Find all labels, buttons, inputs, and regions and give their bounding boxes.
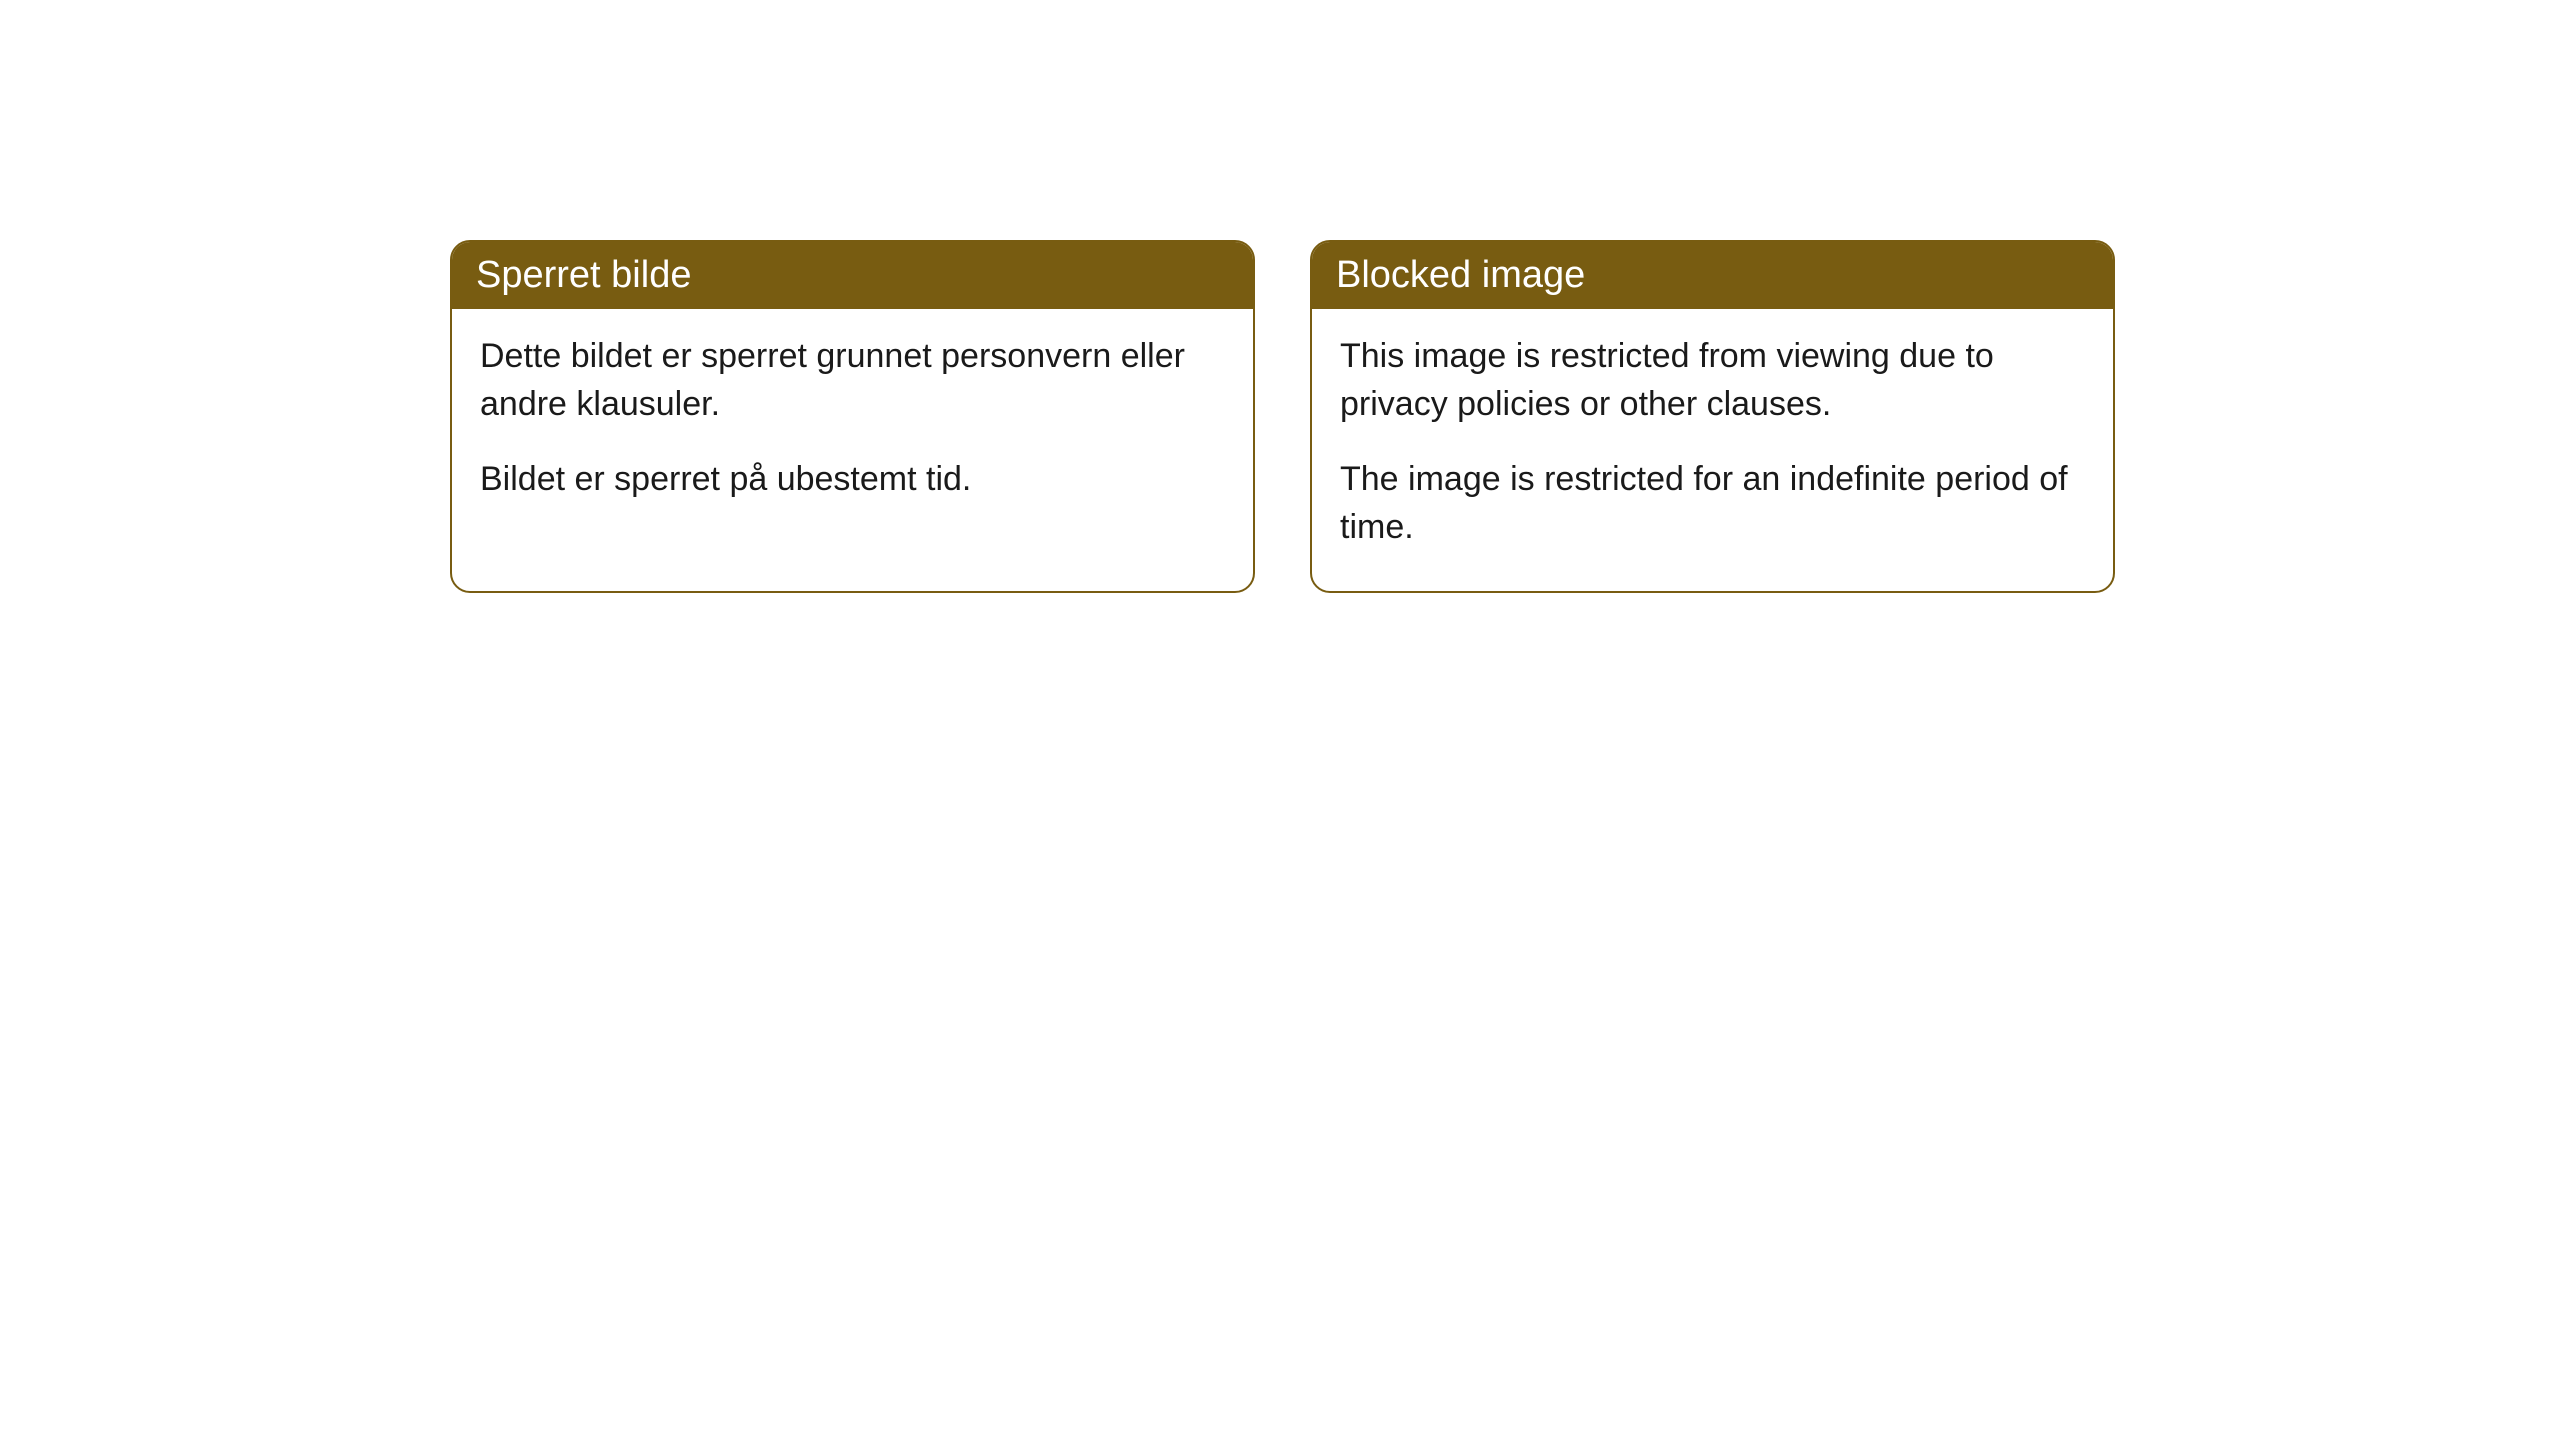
blocked-image-card-norwegian: Sperret bilde Dette bildet er sperret gr…: [450, 240, 1255, 593]
card-header-english: Blocked image: [1312, 242, 2113, 309]
card-body-english: This image is restricted from viewing du…: [1312, 309, 2113, 591]
blocked-image-card-english: Blocked image This image is restricted f…: [1310, 240, 2115, 593]
card-text-english-2: The image is restricted for an indefinit…: [1340, 456, 2085, 551]
notification-cards-container: Sperret bilde Dette bildet er sperret gr…: [450, 240, 2560, 593]
card-text-english-1: This image is restricted from viewing du…: [1340, 333, 2085, 428]
card-text-norwegian-2: Bildet er sperret på ubestemt tid.: [480, 456, 1225, 504]
card-text-norwegian-1: Dette bildet er sperret grunnet personve…: [480, 333, 1225, 428]
card-title-english: Blocked image: [1336, 254, 1585, 296]
card-title-norwegian: Sperret bilde: [476, 254, 691, 296]
card-header-norwegian: Sperret bilde: [452, 242, 1253, 309]
card-body-norwegian: Dette bildet er sperret grunnet personve…: [452, 309, 1253, 544]
